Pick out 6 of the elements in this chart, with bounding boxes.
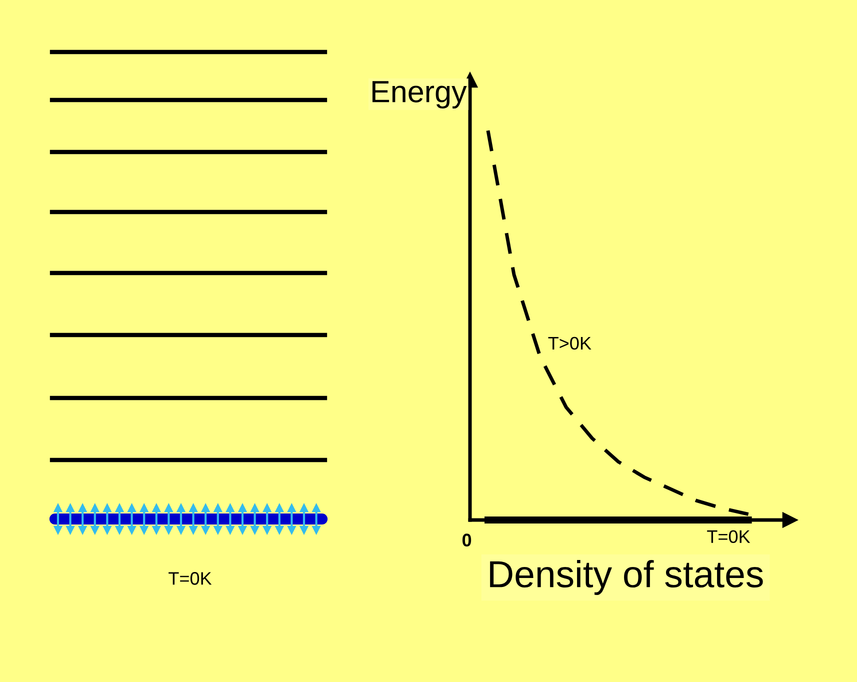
series-label: T>0K [548,336,592,350]
series-label: T=0K [707,530,750,543]
y-axis-title: Energy [372,81,467,108]
x-axis-title: Density of states [490,560,763,595]
text: T=0K [168,572,212,585]
text: 0 [462,534,472,546]
